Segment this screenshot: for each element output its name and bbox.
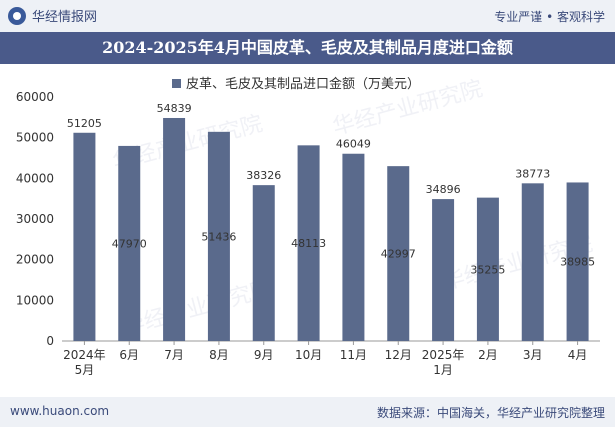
y-tick-label: 0 (46, 334, 54, 348)
bar (566, 182, 589, 341)
header-bar: 华经情报网 专业严谨 • 客观科学 (0, 0, 615, 32)
y-tick-label: 40000 (16, 171, 54, 185)
x-tick-label: 8月 (209, 348, 229, 362)
x-tick-label: 2024年 (63, 348, 106, 362)
y-tick-label: 10000 (16, 293, 54, 307)
data-label: 54839 (157, 102, 192, 115)
bar (476, 197, 499, 341)
data-label: 46049 (336, 138, 371, 151)
y-tick-label: 20000 (16, 253, 54, 267)
brand-logo-icon (8, 6, 26, 25)
bar (163, 117, 186, 341)
data-label: 34896 (426, 183, 461, 196)
bar (521, 183, 544, 341)
bar (387, 166, 410, 341)
data-label: 42997 (381, 248, 416, 261)
brand-logo: 华经情报网 (8, 6, 97, 25)
data-label: 51436 (201, 230, 236, 243)
x-tick-label: 12月 (385, 348, 412, 362)
chart-title: 2024-2025年4月中国皮革、毛皮及其制品月度进口金额 (0, 32, 615, 64)
x-tick-label: 7月 (164, 348, 184, 362)
data-label: 48113 (291, 237, 326, 250)
bar (73, 132, 96, 341)
x-tick-label: 2025年 (422, 348, 465, 362)
bar (297, 145, 320, 341)
x-tick-label: 9月 (254, 348, 274, 362)
x-tick-label: 3月 (523, 348, 543, 362)
x-tick-label: 5月 (75, 363, 95, 377)
y-tick-label: 50000 (16, 131, 54, 145)
bar (118, 145, 141, 341)
footer-source: 数据来源：中国海关，华经产业研究院整理 (376, 406, 605, 420)
footer-bar: www.huaon.com 数据来源：中国海关，华经产业研究院整理 (0, 397, 615, 427)
x-tick-label: 4月 (568, 348, 588, 362)
data-label: 51205 (67, 117, 102, 130)
bar (252, 185, 275, 341)
x-tick-label: 2月 (478, 348, 498, 362)
x-tick-label: 10月 (295, 348, 322, 362)
bar (432, 199, 455, 341)
x-tick-label: 1月 (433, 363, 453, 377)
footer-website: www.huaon.com (10, 404, 110, 418)
bar (342, 153, 365, 341)
data-label: 38326 (246, 169, 281, 182)
legend-swatch (172, 79, 181, 88)
y-tick-label: 60000 (16, 90, 54, 104)
data-label: 47970 (112, 237, 147, 250)
data-label: 38773 (515, 167, 550, 180)
data-label: 38985 (560, 256, 595, 269)
brand-name: 华经情报网 (32, 10, 98, 25)
brand-tagline: 专业严谨 • 客观科学 (494, 10, 605, 24)
y-tick-label: 30000 (16, 212, 54, 226)
x-tick-label: 11月 (340, 348, 367, 362)
x-tick-label: 6月 (119, 348, 139, 362)
bar (207, 131, 230, 341)
data-label: 35255 (470, 263, 505, 276)
legend-label: 皮革、毛皮及其制品进口金额（万美元） (186, 76, 420, 92)
